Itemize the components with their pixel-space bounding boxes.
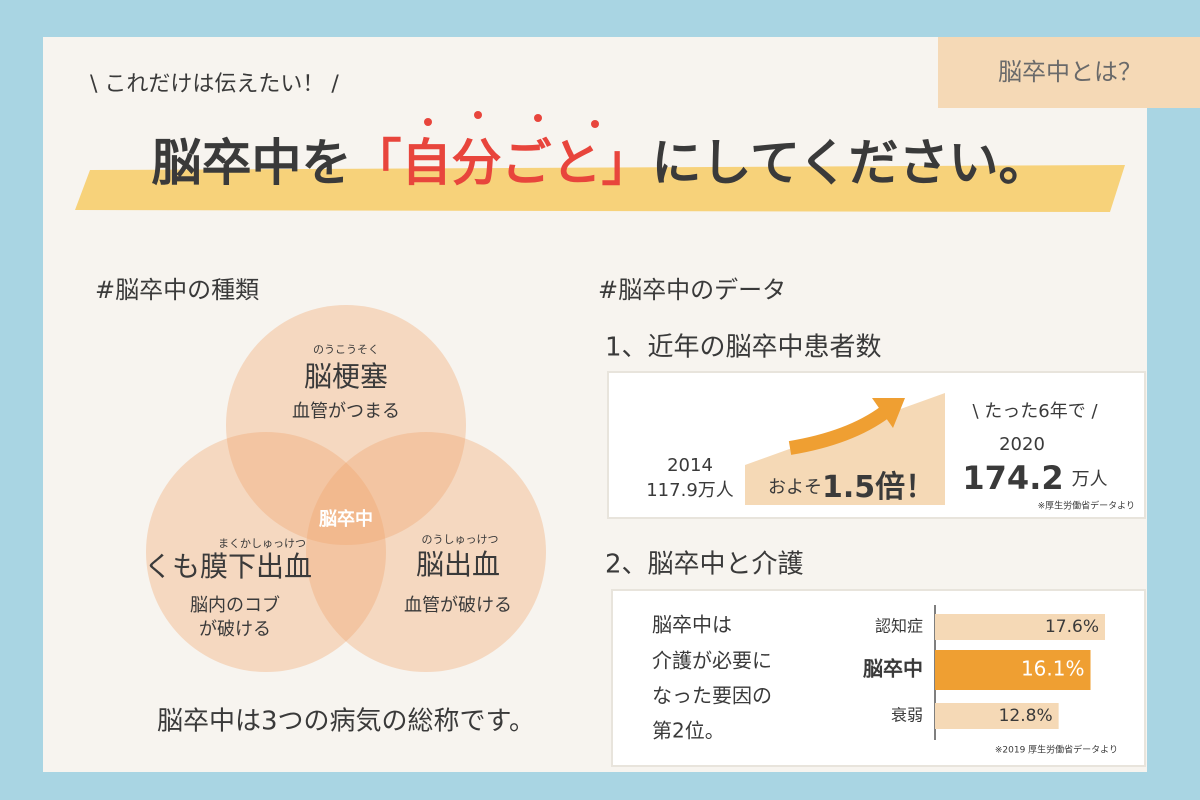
from-value: 117.9万人 [646,480,734,501]
arrow-head [872,398,905,428]
source-note: ※厚生労働省データより [1038,500,1135,512]
care-text: 脳卒中は [652,613,732,637]
disease-desc: 血管が破ける [404,595,512,616]
types-heading: #脳卒中の種類 [95,276,259,304]
category-label: 認知症 [875,617,923,636]
category-label: 脳卒中 [862,657,923,681]
care-text: なった要因の [652,684,772,708]
data-heading: #脳卒中のデータ [598,276,786,304]
ruby: のうしゅっけつ [422,533,499,546]
category-label: 衰弱 [891,706,923,725]
venn-center: 脳卒中 [319,508,373,530]
lead: \ これだけは伝えたい！ / [90,72,339,97]
disease-desc: 血管がつまる [292,401,400,422]
arrow [788,406,890,455]
disease-name: くも膜下出血 [144,550,312,583]
care-text: 介護が必要に [652,649,772,673]
about-label: およそ1.5倍！ [768,470,935,505]
summary: 脳卒中は3つの病気の総称です。 [157,707,535,737]
disease-name: 脳梗塞 [304,360,388,393]
bar [935,650,1091,690]
source-note: ※2019 厚生労働省データより [995,744,1118,756]
section-title: 2、脳卒中と介護 [605,550,804,580]
disease-name: 脳出血 [416,548,500,581]
section-title: 1、近年の脳卒中患者数 [605,333,882,363]
dots [424,111,599,128]
value-label: 17.6% [1045,617,1099,637]
to-year: 2020 [999,434,1045,455]
to-value: 174.2 万人 [962,459,1107,497]
tag-text: 脳卒中とは？ [998,58,1142,86]
bar [935,614,1105,640]
lead-small: \ たった6年で / [972,401,1098,422]
value-label: 16.1% [1021,657,1085,681]
main-title: 脳卒中を「自分ごと」にしてください。 [152,134,1049,192]
tag [938,37,1200,108]
ruby: のうこうそく [313,343,379,356]
venn [146,305,546,672]
disease-desc: が破ける [199,619,271,640]
bar [935,703,1059,729]
from-year: 2014 [667,455,713,476]
ruby: まくかしゅっけつ [218,537,306,550]
value-label: 12.8% [999,706,1053,726]
highlight-stripe [75,165,1125,212]
disease-desc: 脳内のコブ [190,594,280,616]
care-text: 第2位。 [652,719,725,743]
